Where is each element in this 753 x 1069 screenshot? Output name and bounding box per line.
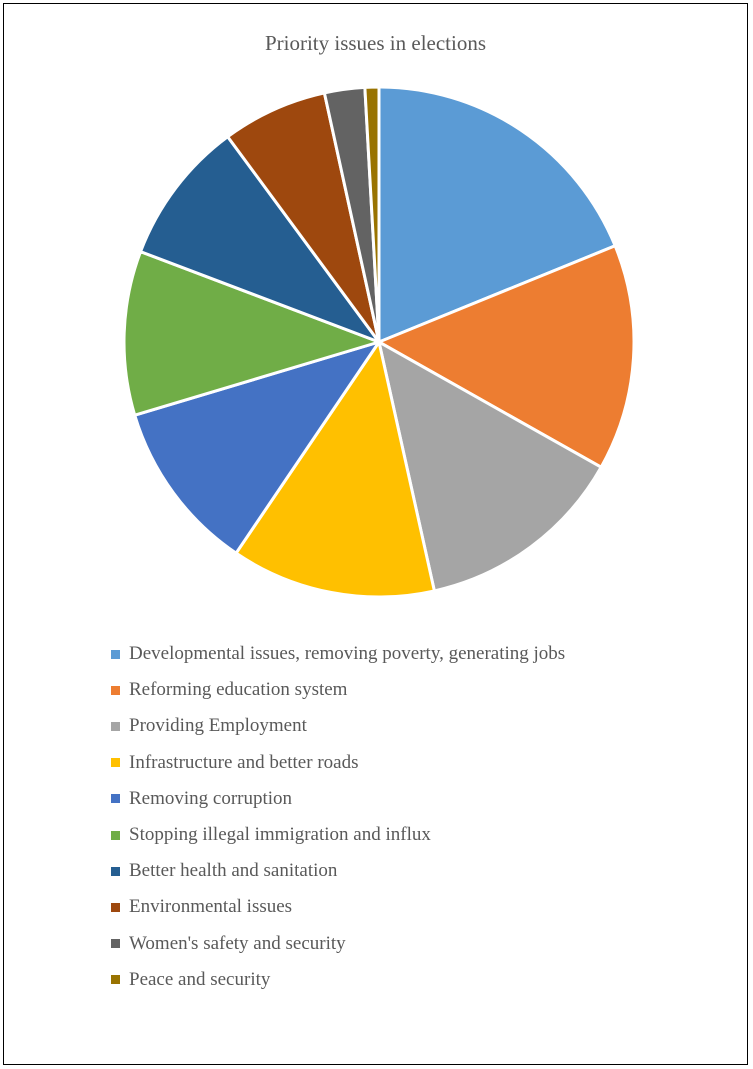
legend-swatch-8: [111, 939, 120, 949]
chart-legend: Developmental issues, removing poverty, …: [111, 636, 565, 998]
legend-label-0: Developmental issues, removing poverty, …: [129, 643, 566, 665]
legend-label-7: Environmental issues: [129, 896, 293, 918]
legend-item-6: Better health and sanitation: [111, 853, 565, 889]
legend-item-7: Environmental issues: [111, 889, 565, 925]
pie-slice-1: [377, 244, 636, 469]
pie-slice-6: [139, 135, 381, 344]
legend-item-0: Developmental issues, removing poverty, …: [111, 636, 565, 672]
legend-label-1: Reforming education system: [129, 679, 348, 701]
legend-swatch-7: [111, 902, 120, 912]
legend-label-5: Stopping illegal immigration and influx: [129, 824, 431, 846]
pie-slice-7: [226, 91, 381, 344]
legend-label-4: Removing corruption: [129, 787, 293, 809]
legend-item-9: Peace and security: [111, 962, 565, 998]
legend-item-4: Removing corruption: [111, 781, 565, 817]
legend-swatch-6: [111, 866, 120, 876]
legend-label-8: Women's safety and security: [129, 932, 346, 954]
pie-slice-2: [377, 340, 603, 593]
legend-item-2: Providing Employment: [111, 708, 565, 744]
legend-item-3: Infrastructure and better roads: [111, 745, 565, 781]
legend-item-1: Reforming education system: [111, 672, 565, 708]
legend-swatch-2: [111, 721, 120, 731]
legend-label-6: Better health and sanitation: [129, 860, 338, 882]
pie-slice-4: [133, 340, 381, 555]
legend-label-9: Peace and security: [129, 968, 271, 990]
legend-label-2: Providing Employment: [129, 715, 307, 737]
legend-item-8: Women's safety and security: [111, 926, 565, 962]
legend-label-3: Infrastructure and better roads: [129, 751, 359, 773]
pie-slice-5: [122, 250, 381, 417]
legend-swatch-1: [111, 685, 120, 695]
pie-slice-0: [377, 85, 617, 344]
legend-swatch-4: [111, 794, 120, 804]
chart-title: Priority issues in elections: [264, 31, 487, 55]
legend-swatch-9: [111, 975, 120, 985]
pie-slice-9: [363, 85, 381, 344]
legend-item-5: Stopping illegal immigration and influx: [111, 817, 565, 853]
legend-swatch-3: [111, 758, 120, 768]
legend-swatch-0: [111, 649, 120, 659]
legend-swatch-5: [111, 830, 120, 840]
pie-slice-3: [234, 340, 436, 599]
